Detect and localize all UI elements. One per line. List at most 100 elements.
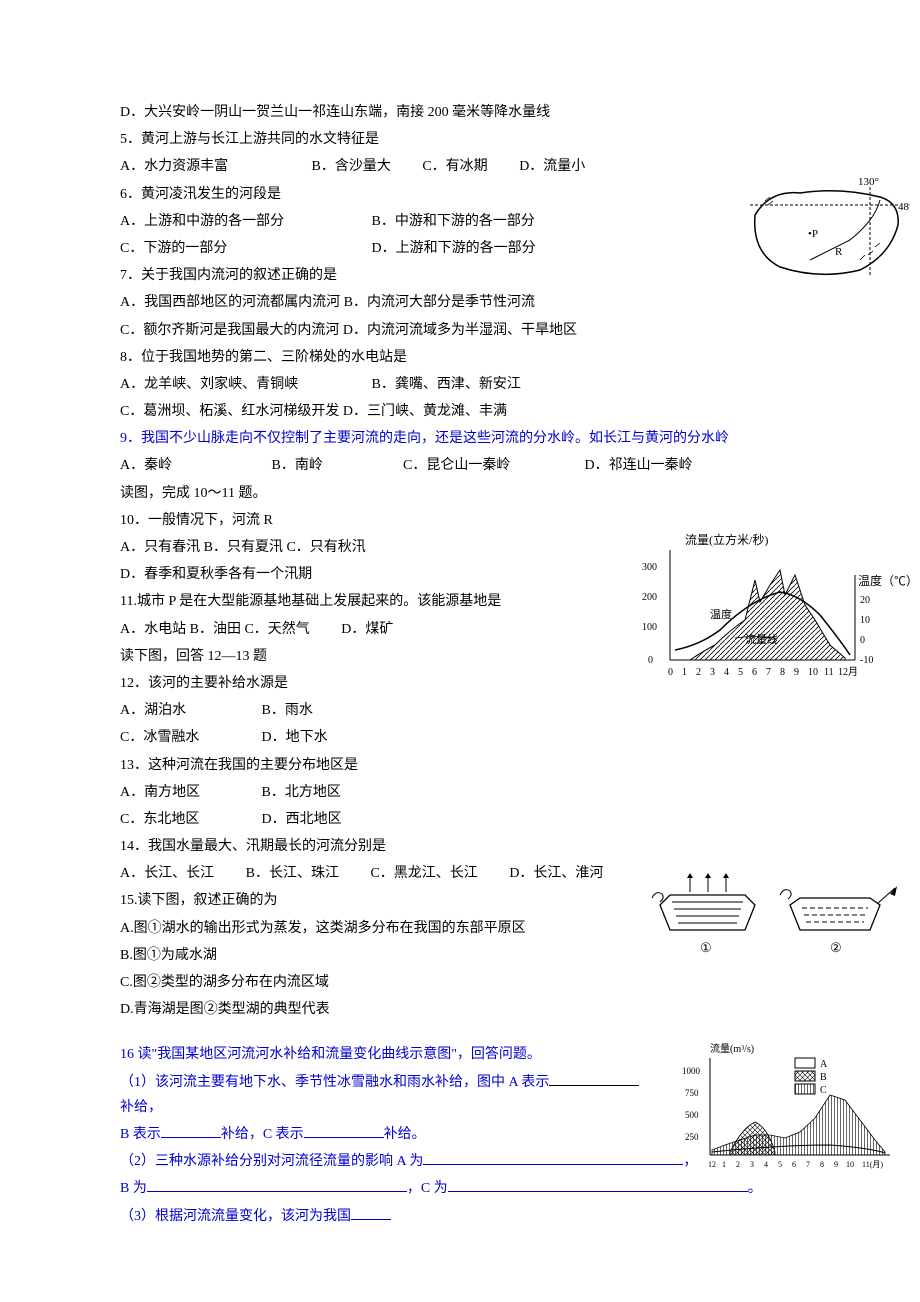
q12-C: C．冰雪融水 xyxy=(120,725,230,750)
svg-text:温度（℃）: 温度（℃） xyxy=(858,573,918,588)
q8-stem: 8．位于我国地势的第二、三阶梯处的水电站是 xyxy=(120,345,800,370)
svg-text:①: ① xyxy=(700,940,712,955)
svg-text:2: 2 xyxy=(696,667,701,678)
svg-text:9: 9 xyxy=(834,1160,838,1169)
q5-B: B．含沙量大 xyxy=(312,154,391,179)
blank-Beff[interactable] xyxy=(147,1191,407,1192)
q5-D: D．流量小 xyxy=(519,154,585,179)
q14-stem: 14．我国水量最大、汛期最长的河流分别是 xyxy=(120,834,800,859)
q13-D: D．西北地区 xyxy=(262,807,342,832)
q16-p2c: B 为 xyxy=(120,1181,147,1196)
svg-text:A: A xyxy=(820,1059,828,1070)
q14-B: B．长江、珠江 xyxy=(246,861,339,886)
svg-text:0: 0 xyxy=(668,667,673,678)
svg-text:2: 2 xyxy=(736,1160,740,1169)
q15-D: D.青海湖是图②类型湖的典型代表 xyxy=(120,997,800,1022)
svg-text:6: 6 xyxy=(752,667,757,678)
q7-stem: 7．关于我国内流河的叙述正确的是 xyxy=(120,263,800,288)
q16-p3: （3）根据河流流量变化，该河为我国 xyxy=(120,1204,800,1229)
svg-text:48°: 48° xyxy=(898,201,910,213)
q16-p1e: 补给。 xyxy=(384,1127,426,1142)
q9-stem: 9．我国不少山脉走向不仅控制了主要河流的走向，还是这些河流的分水岭。如长江与黄河… xyxy=(120,426,800,451)
svg-text:R: R xyxy=(835,246,843,258)
q6-C: C．下游的一部分 xyxy=(120,236,340,261)
svg-text:7: 7 xyxy=(766,667,771,678)
q7-A: A．我国西部地区的河流都属内流河 B．内流河大部分是季节性河流 xyxy=(120,290,800,315)
svg-text:1000: 1000 xyxy=(682,1066,701,1076)
svg-text:0: 0 xyxy=(860,635,865,646)
flow-temp-chart: 流量(立方米/秒) 温度（℃） 0 100 200 300 -10 0 10 2… xyxy=(630,530,920,709)
q6-B: B．中游和下游的各一部分 xyxy=(372,209,535,234)
svg-text:0: 0 xyxy=(648,655,653,666)
svg-text:11: 11 xyxy=(824,667,834,678)
q13-row1: A．南方地区 B．北方地区 xyxy=(120,780,800,805)
q16-p1: （1）该河流主要有地下水、季节性冰雪融水和雨水补给，图中 A 表示补给， xyxy=(120,1070,640,1120)
svg-text:4: 4 xyxy=(764,1160,768,1169)
svg-text:100: 100 xyxy=(642,622,657,633)
svg-text:②: ② xyxy=(830,940,842,955)
q8-B: B．龚嘴、西津、新安江 xyxy=(372,372,521,397)
lake-figure: ① ② xyxy=(650,870,900,974)
svg-text:1: 1 xyxy=(682,667,687,678)
q16-p1c: B 表示 xyxy=(120,1127,161,1142)
q16-p3a: （3）根据河流流量变化，该河为我国 xyxy=(120,1209,351,1224)
svg-text:流量(立方米/秒): 流量(立方米/秒) xyxy=(685,532,768,547)
svg-text:-10: -10 xyxy=(860,655,873,666)
svg-text:12: 12 xyxy=(708,1160,716,1169)
svg-text:4: 4 xyxy=(724,667,729,678)
svg-text:750: 750 xyxy=(685,1088,699,1098)
q13-B: B．北方地区 xyxy=(262,780,341,805)
q4-optD: D．大兴安岭一阴山一贺兰山一祁连山东端，南接 200 毫米等降水量线 xyxy=(120,100,800,125)
q13-row2: C．东北地区 D．西北地区 xyxy=(120,807,800,832)
q5-A: A．水力资源丰富 xyxy=(120,154,280,179)
svg-text:130°: 130° xyxy=(858,176,879,188)
q12-row2: C．冰雪融水 D．地下水 xyxy=(120,725,800,750)
q8-C: C．葛洲坝、柘溪、红水河梯级开发 D．三门峡、黄龙滩、丰满 xyxy=(120,399,800,424)
svg-text:250: 250 xyxy=(685,1132,699,1142)
map-figure: 130° 48° •P R xyxy=(740,175,910,294)
q11-D: D．煤矿 xyxy=(341,617,393,642)
q14-D: D．长江、淮河 xyxy=(509,861,603,886)
svg-text:300: 300 xyxy=(642,562,657,573)
svg-text:11(月): 11(月) xyxy=(862,1160,883,1169)
blank-C[interactable] xyxy=(304,1137,384,1138)
q5-opts: A．水力资源丰富 B．含沙量大 C．有冰期 D．流量小 xyxy=(120,154,800,179)
svg-text:流量线: 流量线 xyxy=(745,632,778,646)
q12-B: B．雨水 xyxy=(262,698,313,723)
intro10: 读图，完成 10～11 题。 xyxy=(120,481,800,506)
svg-text:3: 3 xyxy=(710,667,715,678)
q6-row2: C．下游的一部分 D．上游和下游的各一部分 xyxy=(120,236,800,261)
svg-text:5: 5 xyxy=(738,667,743,678)
blank-B[interactable] xyxy=(161,1137,221,1138)
q11-A: A．水电站 B．油田 C．天然气 xyxy=(120,617,310,642)
q7-C: C．额尔齐斯河是我国最大的内流河 D．内流河流域多为半湿润、干旱地区 xyxy=(120,318,800,343)
q11-stem: 11.城市 P 是在大型能源基地基础上发展起来的。该能源基地是 xyxy=(120,589,540,614)
svg-text:1: 1 xyxy=(722,1160,726,1169)
svg-text:20: 20 xyxy=(860,595,870,606)
svg-text:8: 8 xyxy=(780,667,785,678)
svg-text:流量(m³/s): 流量(m³/s) xyxy=(710,1042,754,1055)
blank-Aeff[interactable] xyxy=(423,1164,683,1165)
blank-A[interactable] xyxy=(549,1085,639,1086)
blank-region[interactable] xyxy=(351,1219,391,1220)
svg-text:500: 500 xyxy=(685,1110,699,1120)
q6-A: A．上游和中游的各一部分 xyxy=(120,209,340,234)
q13-A: A．南方地区 xyxy=(120,780,230,805)
svg-text:8: 8 xyxy=(820,1160,824,1169)
q16-stem: 16 读"我国某地区河流河水补给和流量变化曲线示意图"，回答问题。 xyxy=(120,1042,640,1067)
q16-p1b: 补给， xyxy=(120,1100,162,1115)
q16-p1d: 补给，C 表示 xyxy=(221,1127,304,1142)
q12-A: A．湖泊水 xyxy=(120,698,230,723)
q6-D: D．上游和下游的各一部分 xyxy=(372,236,536,261)
q9-A: A．秦岭 xyxy=(120,453,240,478)
q12-D: D．地下水 xyxy=(262,725,328,750)
svg-text:3: 3 xyxy=(750,1160,754,1169)
q6-row1: A．上游和中游的各一部分 B．中游和下游的各一部分 xyxy=(120,209,800,234)
svg-text:C: C xyxy=(820,1085,827,1096)
q6-stem: 6．黄河凌汛发生的河段是 xyxy=(120,182,800,207)
svg-text:12月: 12月 xyxy=(838,666,858,678)
svg-text:10: 10 xyxy=(860,615,870,626)
svg-text:•P: •P xyxy=(808,228,818,240)
q8-A: A．龙羊峡、刘家峡、青铜峡 xyxy=(120,372,340,397)
svg-text:5: 5 xyxy=(778,1160,782,1169)
